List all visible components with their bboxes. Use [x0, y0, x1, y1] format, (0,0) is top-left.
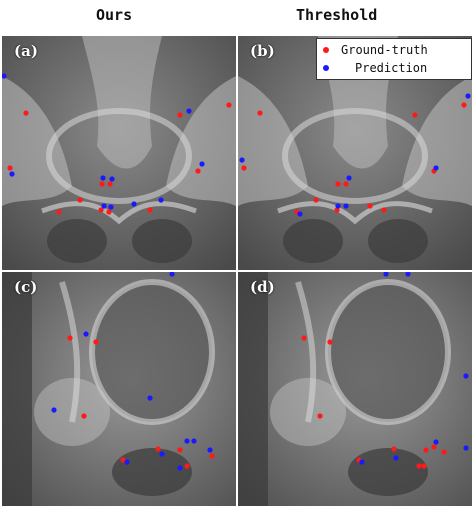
- panel-label-b: (b): [250, 42, 275, 60]
- legend-label-ground-truth: Ground-truth: [341, 43, 428, 57]
- panel-label-d: (d): [250, 278, 275, 296]
- panel-label-a: (a): [14, 42, 38, 60]
- xray-panel-a: (a): [2, 36, 236, 270]
- legend-item-ground-truth: Ground-truth: [323, 42, 428, 58]
- ground-truth-points: [7, 102, 232, 215]
- pelvis-xray-image: [2, 272, 236, 506]
- xray-panel-d: (d): [238, 272, 472, 506]
- ground-truth-points: [67, 335, 215, 469]
- legend-label-prediction: Prediction: [355, 61, 428, 75]
- prediction-points: [51, 272, 213, 471]
- xray-panel-c: (c): [2, 272, 236, 506]
- red-dot-icon: [323, 47, 329, 53]
- pelvis-xray-image: [2, 36, 236, 270]
- ground-truth-points: [301, 335, 447, 469]
- column-header-ours: Ours: [96, 6, 133, 24]
- prediction-points: [2, 73, 205, 210]
- column-header-threshold: Threshold: [296, 6, 378, 24]
- blue-dot-icon: [323, 65, 329, 71]
- panel-label-c: (c): [14, 278, 38, 296]
- pelvis-xray-image: [238, 272, 472, 506]
- prediction-points: [239, 93, 471, 217]
- legend-item-prediction: Prediction: [323, 60, 427, 76]
- legend: Ground-truth Prediction: [316, 38, 472, 80]
- ground-truth-points: [241, 102, 467, 215]
- prediction-points: [359, 272, 469, 465]
